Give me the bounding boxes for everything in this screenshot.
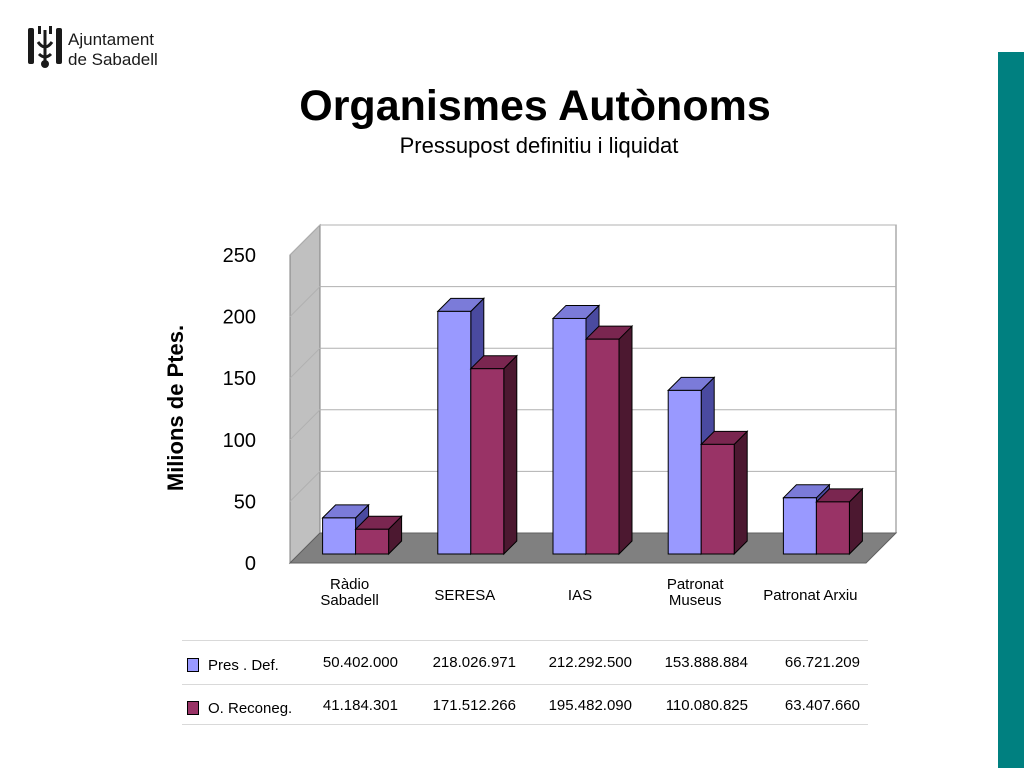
bar-side-face bbox=[618, 324, 633, 556]
legend-swatch bbox=[187, 658, 199, 672]
table-cell: 66.721.209 bbox=[784, 654, 860, 671]
x-tick-label-line: Patronat bbox=[666, 576, 724, 593]
y-tick-label: 50 bbox=[234, 491, 256, 513]
bar-front-face bbox=[667, 389, 702, 555]
bar-front-face bbox=[437, 310, 472, 555]
y-tick-label: 250 bbox=[223, 245, 256, 267]
bar-front-face bbox=[552, 317, 587, 555]
chart-bars bbox=[321, 297, 864, 556]
table-cell: 218.026.971 bbox=[432, 654, 516, 671]
y-tick-label: 100 bbox=[223, 430, 256, 452]
table-cell: 110.080.825 bbox=[665, 697, 748, 714]
legend-series-name: Pres . Def. bbox=[208, 657, 279, 674]
logo-text-line-2: de Sabadell bbox=[68, 50, 158, 69]
x-tick-label: SERESA bbox=[405, 588, 525, 604]
ajuntament-emblem-icon bbox=[28, 26, 62, 68]
gridline bbox=[289, 224, 896, 256]
accent-side-bar bbox=[998, 52, 1024, 768]
x-tick-label-line: Sabadell bbox=[320, 592, 379, 609]
x-tick-label: Patronat Museus bbox=[635, 577, 755, 609]
chart-side-wall bbox=[289, 223, 321, 565]
gridline bbox=[289, 347, 896, 379]
bar-front-face bbox=[355, 528, 390, 555]
x-tick-label-line: SERESA bbox=[434, 587, 496, 604]
x-tick-label: Patronat Arxiu bbox=[750, 588, 870, 604]
bar-o-reconeg bbox=[354, 515, 403, 556]
table-rule-top bbox=[182, 640, 868, 641]
table-cell: 153.888.884 bbox=[664, 654, 748, 671]
y-tick-label: 0 bbox=[245, 553, 256, 575]
table-cell: 41.184.301 bbox=[322, 697, 398, 714]
table-rule-middle bbox=[182, 684, 868, 685]
bar-front-face bbox=[782, 497, 817, 555]
table-cell: 50.402.000 bbox=[322, 654, 398, 671]
x-tick-label-line: IAS bbox=[567, 587, 593, 604]
x-tick-label-line: Museus bbox=[668, 592, 722, 609]
x-tick-label: Ràdio Sabadell bbox=[290, 577, 410, 609]
legend-swatch bbox=[187, 701, 199, 715]
chart-y-ticks: 0 50 100 150 200 250 bbox=[223, 245, 256, 575]
table-cell: 195.482.090 bbox=[548, 697, 632, 714]
table-rule-bottom bbox=[182, 724, 868, 725]
table-cell: 63.407.660 bbox=[784, 697, 860, 714]
gridline bbox=[289, 286, 896, 317]
y-tick-label: 200 bbox=[223, 307, 256, 329]
bar-side-face bbox=[503, 354, 518, 556]
x-tick-label: IAS bbox=[520, 588, 640, 604]
table-cell: 212.292.500 bbox=[548, 654, 632, 671]
logo: Ajuntament de Sabadell bbox=[26, 24, 186, 76]
bar-o-reconeg bbox=[699, 430, 749, 556]
data-table: Pres . Def. 50.402.000 218.026.971 212.292.… bbox=[182, 640, 868, 726]
table-cell: 171.512.266 bbox=[432, 697, 516, 714]
legend-series-name: O. Reconeg. bbox=[208, 700, 293, 717]
page-subtitle: Pressupost definitiu i liquidat bbox=[399, 133, 679, 158]
bar-o-reconeg bbox=[815, 487, 864, 556]
bar-front-face bbox=[322, 517, 357, 555]
bar-o-reconeg bbox=[469, 354, 519, 556]
bar-front-face bbox=[700, 443, 735, 555]
y-tick-label: 150 bbox=[223, 368, 256, 390]
logo-text-line-1: Ajuntament bbox=[68, 30, 154, 49]
x-tick-label-line: Patronat Arxiu bbox=[763, 587, 858, 604]
bar-front-face bbox=[470, 368, 505, 555]
bar-front-face bbox=[585, 338, 620, 555]
bar-side-face bbox=[733, 430, 748, 556]
bar-o-reconeg bbox=[584, 324, 634, 556]
page-title: Organismes Autònoms bbox=[299, 82, 771, 130]
bar-front-face bbox=[815, 501, 850, 555]
x-tick-label-line: Ràdio bbox=[329, 576, 370, 593]
